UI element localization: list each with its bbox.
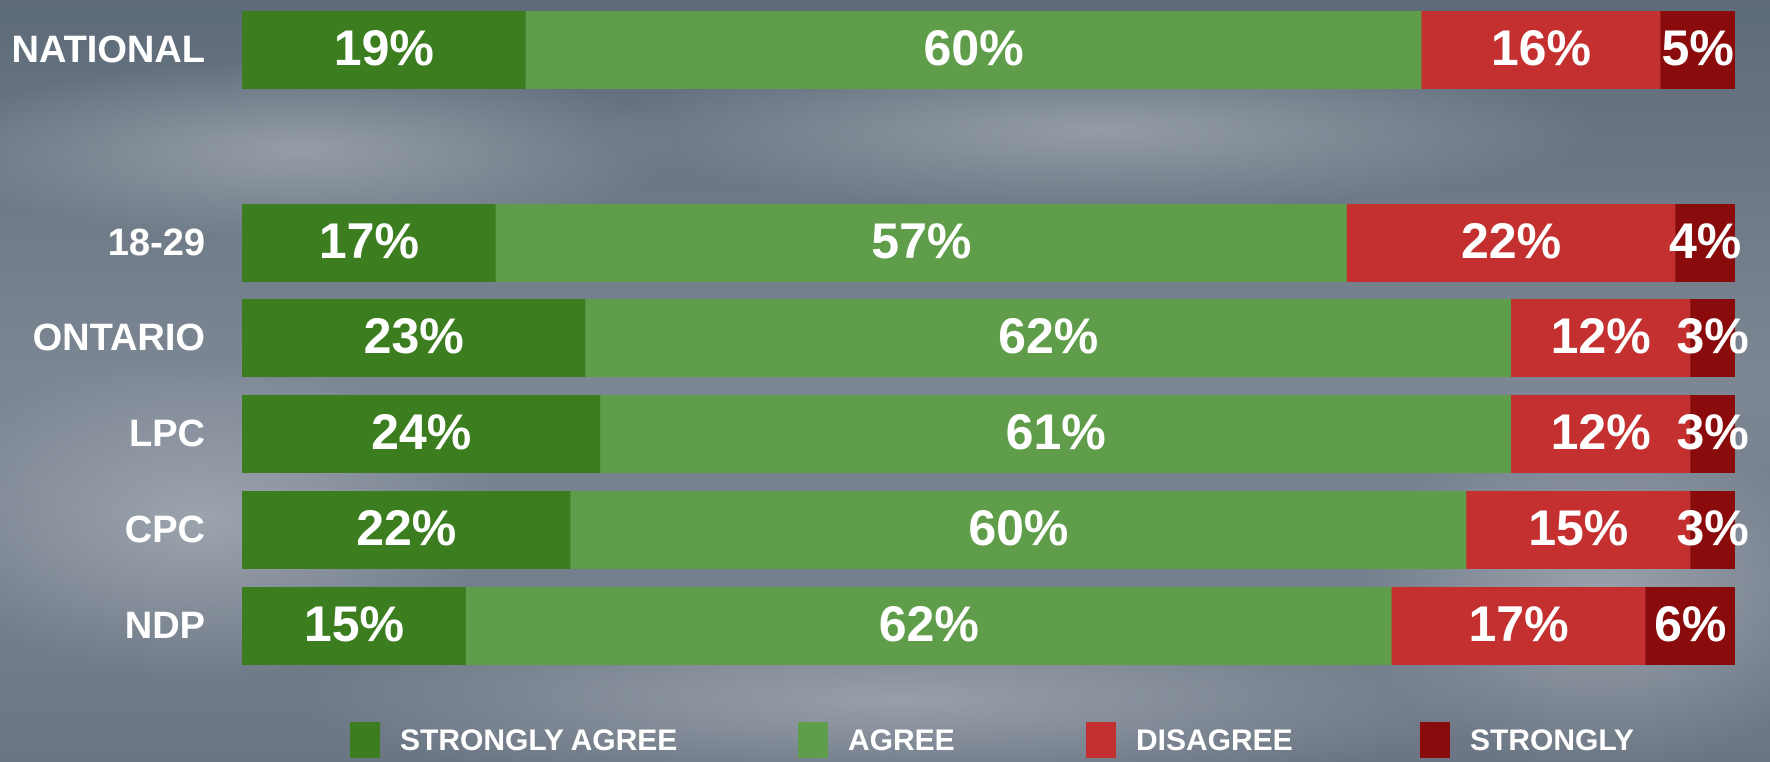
value-label: 4%	[1669, 213, 1741, 269]
value-label: 6%	[1654, 596, 1726, 652]
value-label: 19%	[334, 20, 434, 76]
legend-swatch	[1420, 722, 1450, 758]
value-label: 15%	[1528, 500, 1628, 556]
chart: NATIONAL 19% 60% 16% 5% 18-29 17% 57% 22% 4% ONTAR…	[0, 0, 1770, 762]
value-label: 3%	[1676, 404, 1748, 460]
value-label: 22%	[1461, 213, 1561, 269]
row-label: ONTARIO	[33, 317, 205, 359]
legend-swatch	[1086, 722, 1116, 758]
value-label: 60%	[924, 20, 1024, 76]
value-label: 17%	[1468, 596, 1568, 652]
value-label: 62%	[879, 596, 979, 652]
row-label: LPC	[129, 413, 205, 455]
legend-label: STRONGLY	[1470, 724, 1634, 757]
value-label: 3%	[1676, 308, 1748, 364]
legend-swatch	[350, 722, 380, 758]
legend-label: STRONGLY AGREE	[400, 724, 677, 757]
value-label: 16%	[1491, 20, 1591, 76]
value-label: 23%	[364, 308, 464, 364]
value-label: 61%	[1006, 404, 1106, 460]
value-label: 17%	[319, 213, 419, 269]
row-label: CPC	[125, 509, 205, 551]
value-label: 3%	[1676, 500, 1748, 556]
row-label: NDP	[125, 605, 205, 647]
value-label: 5%	[1662, 20, 1734, 76]
value-label: 22%	[356, 500, 456, 556]
value-label: 12%	[1551, 308, 1651, 364]
value-label: 57%	[871, 213, 971, 269]
legend-label: AGREE	[848, 724, 955, 757]
legend-swatch	[798, 722, 828, 758]
value-label: 62%	[998, 308, 1098, 364]
value-label: 24%	[371, 404, 471, 460]
value-label: 60%	[968, 500, 1068, 556]
row-label: NATIONAL	[12, 29, 206, 71]
value-label: 15%	[304, 596, 404, 652]
legend-label: DISAGREE	[1136, 724, 1293, 757]
value-label: 12%	[1551, 404, 1651, 460]
row-label: 18-29	[108, 222, 205, 264]
